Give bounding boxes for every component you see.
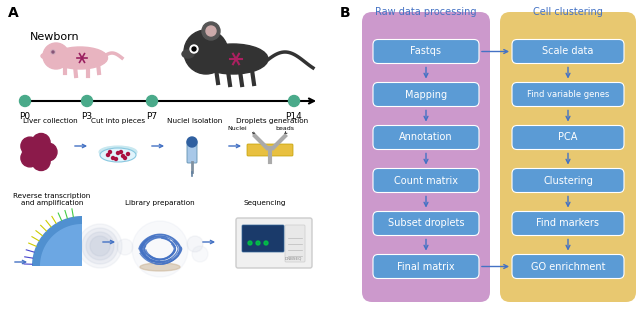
- Text: P7: P7: [146, 112, 158, 121]
- Circle shape: [264, 241, 268, 245]
- Circle shape: [30, 144, 46, 160]
- Circle shape: [184, 30, 228, 74]
- Text: Cell clustering: Cell clustering: [533, 7, 603, 17]
- Ellipse shape: [198, 44, 268, 74]
- Circle shape: [86, 232, 114, 260]
- Text: B: B: [340, 6, 350, 20]
- Text: P3: P3: [81, 112, 93, 121]
- Circle shape: [146, 95, 158, 106]
- Circle shape: [21, 137, 39, 155]
- Circle shape: [78, 224, 122, 268]
- FancyBboxPatch shape: [512, 83, 624, 106]
- Circle shape: [82, 228, 118, 264]
- Circle shape: [289, 95, 299, 106]
- Text: Reverse transcription
and amplification: Reverse transcription and amplification: [14, 193, 91, 206]
- Circle shape: [192, 246, 208, 262]
- Circle shape: [117, 151, 120, 154]
- FancyBboxPatch shape: [236, 218, 312, 268]
- Text: Subset droplets: Subset droplets: [388, 219, 464, 229]
- FancyBboxPatch shape: [373, 126, 479, 149]
- FancyBboxPatch shape: [247, 144, 293, 156]
- FancyBboxPatch shape: [512, 40, 624, 63]
- Circle shape: [124, 156, 126, 160]
- FancyBboxPatch shape: [362, 12, 490, 302]
- Circle shape: [115, 158, 117, 160]
- Text: Library preparation: Library preparation: [125, 200, 195, 206]
- Text: Sequencing: Sequencing: [243, 200, 286, 206]
- Text: DNBSEQ: DNBSEQ: [284, 257, 301, 261]
- Text: Newborn: Newborn: [30, 32, 80, 42]
- Circle shape: [32, 133, 50, 151]
- FancyBboxPatch shape: [512, 212, 624, 236]
- Text: Nuclei: Nuclei: [227, 126, 247, 131]
- Text: Raw data processing: Raw data processing: [375, 7, 477, 17]
- Text: Cut into pieces: Cut into pieces: [91, 118, 145, 124]
- Circle shape: [187, 236, 203, 252]
- Ellipse shape: [53, 47, 108, 69]
- Text: beads: beads: [275, 126, 294, 131]
- Text: GO enrichment: GO enrichment: [531, 262, 605, 272]
- Circle shape: [90, 236, 110, 256]
- Ellipse shape: [41, 53, 49, 58]
- FancyBboxPatch shape: [512, 126, 624, 149]
- Ellipse shape: [99, 146, 137, 158]
- FancyBboxPatch shape: [512, 255, 624, 279]
- FancyBboxPatch shape: [500, 12, 636, 302]
- FancyBboxPatch shape: [373, 40, 479, 63]
- Text: Mapping: Mapping: [405, 89, 447, 100]
- Circle shape: [206, 26, 216, 36]
- Text: A: A: [8, 6, 19, 20]
- Text: Fastqs: Fastqs: [410, 46, 442, 57]
- Text: Nuclei Isolation: Nuclei Isolation: [167, 118, 223, 124]
- Circle shape: [39, 143, 57, 161]
- Polygon shape: [40, 224, 82, 266]
- Text: Annotation: Annotation: [399, 133, 453, 143]
- Text: Count matrix: Count matrix: [394, 176, 458, 186]
- FancyBboxPatch shape: [242, 225, 284, 252]
- FancyBboxPatch shape: [373, 83, 479, 106]
- Text: PCA: PCA: [558, 133, 578, 143]
- Text: Final matrix: Final matrix: [397, 262, 455, 272]
- Circle shape: [108, 150, 111, 154]
- Circle shape: [202, 22, 220, 40]
- Circle shape: [52, 51, 54, 53]
- FancyBboxPatch shape: [512, 169, 624, 192]
- FancyBboxPatch shape: [373, 169, 479, 192]
- Circle shape: [51, 50, 55, 54]
- Ellipse shape: [140, 263, 180, 271]
- Circle shape: [192, 47, 196, 51]
- Circle shape: [126, 153, 129, 155]
- Circle shape: [256, 241, 260, 245]
- Circle shape: [21, 149, 39, 167]
- Circle shape: [122, 154, 124, 158]
- Text: Liver collection: Liver collection: [23, 118, 77, 124]
- Text: P0: P0: [19, 112, 30, 121]
- Circle shape: [32, 153, 50, 171]
- Circle shape: [43, 43, 69, 69]
- Circle shape: [132, 221, 188, 277]
- FancyBboxPatch shape: [285, 225, 305, 262]
- Ellipse shape: [182, 50, 194, 58]
- Text: Clustering: Clustering: [543, 176, 593, 186]
- Circle shape: [190, 45, 198, 53]
- Circle shape: [117, 239, 133, 255]
- Ellipse shape: [100, 148, 136, 162]
- Text: Droplets generation: Droplets generation: [236, 118, 308, 124]
- Circle shape: [187, 137, 197, 147]
- FancyBboxPatch shape: [187, 141, 197, 163]
- Circle shape: [82, 95, 93, 106]
- Text: P14: P14: [286, 112, 303, 121]
- Circle shape: [120, 150, 122, 154]
- Text: Find markers: Find markers: [536, 219, 600, 229]
- FancyBboxPatch shape: [373, 255, 479, 279]
- Text: Find variable genes: Find variable genes: [527, 90, 609, 99]
- Circle shape: [248, 241, 252, 245]
- Polygon shape: [32, 216, 82, 266]
- Circle shape: [19, 95, 30, 106]
- Circle shape: [111, 156, 115, 160]
- Circle shape: [106, 154, 109, 156]
- FancyBboxPatch shape: [373, 212, 479, 236]
- Text: Scale data: Scale data: [542, 46, 594, 57]
